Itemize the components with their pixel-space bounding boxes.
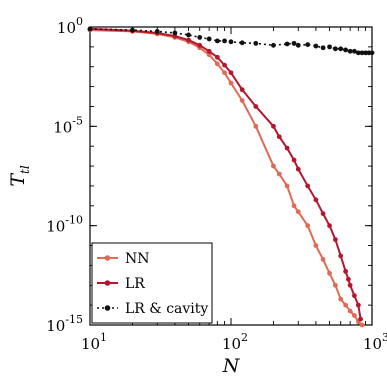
data-point <box>363 50 368 56</box>
data-point <box>87 26 93 32</box>
legend-marker <box>104 305 111 311</box>
data-point <box>332 237 338 242</box>
data-point <box>222 62 227 68</box>
data-point <box>347 48 353 54</box>
data-point <box>295 42 301 48</box>
data-point <box>214 38 220 44</box>
data-point <box>291 203 297 209</box>
y-tick-label: 10-10 <box>46 214 83 236</box>
data-point <box>206 48 212 54</box>
data-point <box>359 322 365 328</box>
x-tick-label: 103 <box>363 331 387 353</box>
data-point <box>355 302 361 308</box>
data-point <box>320 45 326 51</box>
data-point <box>359 50 365 56</box>
data-point <box>351 48 357 54</box>
data-point <box>327 223 332 229</box>
data-point <box>253 123 259 129</box>
data-point <box>343 47 349 53</box>
data-point <box>343 302 349 308</box>
data-point <box>347 308 353 314</box>
data-point <box>228 39 234 45</box>
data-point <box>222 38 227 44</box>
data-point <box>197 42 203 48</box>
data-point <box>295 209 301 215</box>
series-layer <box>87 26 375 328</box>
y-tick-label: 10-15 <box>46 313 83 335</box>
data-point <box>271 163 276 169</box>
data-point <box>253 104 259 109</box>
data-point <box>276 171 282 177</box>
data-point <box>228 70 234 76</box>
data-point <box>332 46 338 52</box>
data-point <box>206 52 212 58</box>
legend-item: LR <box>97 276 145 292</box>
data-point <box>332 282 338 288</box>
data-point <box>253 40 259 46</box>
legend-label: LR <box>125 276 145 292</box>
data-point <box>172 30 178 36</box>
data-point <box>320 211 326 217</box>
data-point <box>338 253 344 259</box>
series-lr-cavity <box>87 26 375 56</box>
data-point <box>327 44 332 50</box>
data-point <box>239 98 245 103</box>
data-point <box>358 316 363 322</box>
data-point <box>284 183 290 189</box>
data-point <box>295 166 301 172</box>
x-axis-label: N <box>222 355 241 377</box>
data-point <box>345 276 351 282</box>
x-tick-label: 101 <box>81 331 107 353</box>
data-point <box>338 296 344 302</box>
data-point <box>276 134 282 140</box>
data-point <box>343 268 349 274</box>
data-point <box>369 50 375 56</box>
y-tick-label: 100 <box>57 15 83 37</box>
data-point <box>313 197 319 203</box>
data-point <box>197 34 203 40</box>
data-point <box>327 270 332 276</box>
x-tick-label: 102 <box>222 331 248 353</box>
data-point <box>351 293 357 299</box>
data-point <box>305 183 311 189</box>
legend-item: LR & cavity <box>97 301 208 317</box>
data-point <box>222 70 227 76</box>
data-point <box>305 42 311 48</box>
data-point <box>228 80 234 86</box>
legend-label: LR & cavity <box>125 301 208 317</box>
data-point <box>347 282 353 288</box>
legend-item: NN <box>97 251 150 267</box>
data-point <box>214 61 220 67</box>
axes: 101 102 103 100 10-5 10-10 10-15 N Ttl <box>7 15 387 377</box>
data-point <box>186 37 191 43</box>
data-point <box>291 40 297 46</box>
y-tick-label: 10-5 <box>53 114 83 136</box>
data-point <box>291 157 297 163</box>
legend-marker <box>104 255 111 261</box>
data-point <box>206 36 212 42</box>
data-point <box>186 32 191 38</box>
data-point <box>239 40 245 46</box>
legend-marker <box>104 280 111 286</box>
data-point <box>154 29 160 34</box>
data-point <box>214 54 220 60</box>
data-point <box>351 313 357 318</box>
data-point <box>271 123 276 129</box>
data-point <box>284 145 290 151</box>
data-point <box>305 223 311 229</box>
data-point <box>313 243 319 248</box>
data-point <box>239 87 245 93</box>
legend: NN LR LR & cavity <box>91 242 213 324</box>
data-point <box>284 41 290 47</box>
legend-label: NN <box>125 251 150 267</box>
data-point <box>130 27 135 33</box>
data-point <box>271 42 276 48</box>
data-point <box>338 46 344 52</box>
data-point <box>320 257 326 262</box>
data-point <box>355 50 361 56</box>
series-line <box>89 29 363 326</box>
y-axis-label: Ttl <box>7 165 32 187</box>
data-point <box>313 43 319 49</box>
